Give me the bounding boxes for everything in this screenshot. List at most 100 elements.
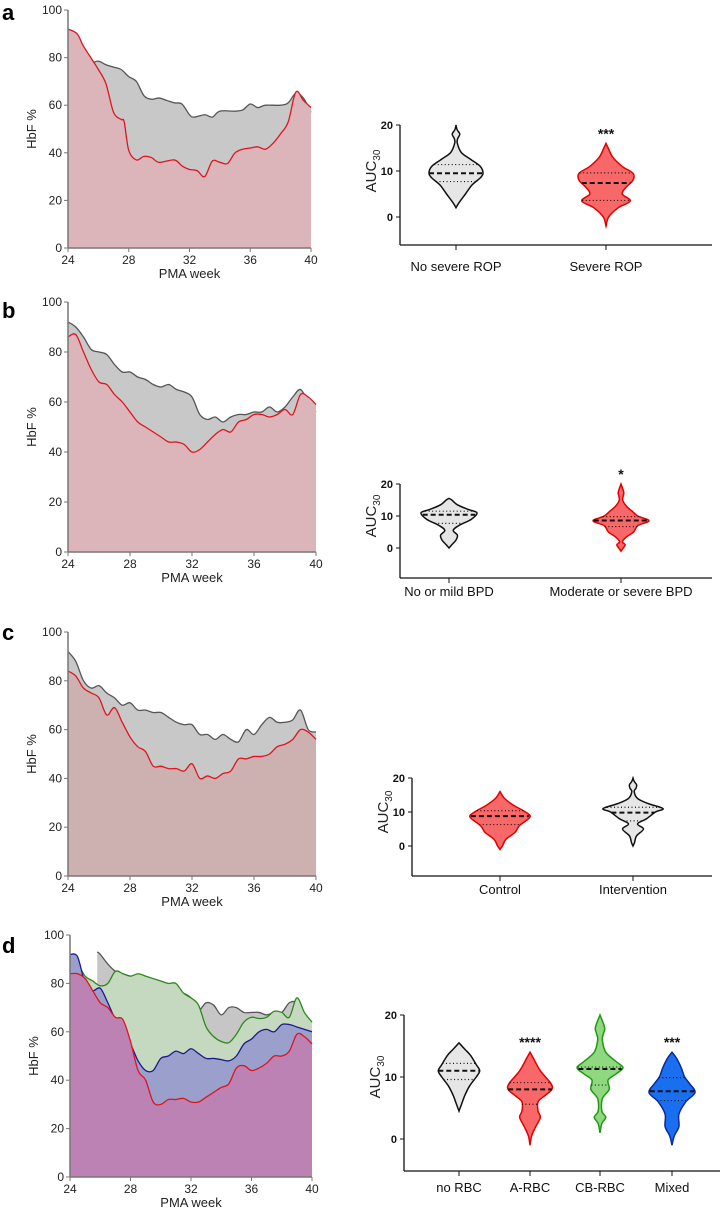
x-axis-label: PMA week xyxy=(161,894,223,909)
chart-a-area: 0 20 40 60 80 100 24 28 32 36 40 PMA week HbF % xyxy=(24,3,318,281)
category-label: no RBC xyxy=(436,1180,482,1195)
violin-severe-rop xyxy=(577,141,635,229)
x-tick-label: 36 xyxy=(244,253,258,267)
y-axis-label-subscript: 30 xyxy=(384,790,395,802)
violin-no-rbc xyxy=(437,1041,481,1114)
y-tick-label: 60 xyxy=(49,723,63,737)
series-line-mixed xyxy=(69,953,313,1073)
y-tick-label: 100 xyxy=(42,295,62,309)
y-axis-label: AUC30 xyxy=(375,790,395,833)
series-line-intervention xyxy=(67,651,317,743)
y-tick-label: 10 xyxy=(381,511,393,523)
y-tick-label: 20 xyxy=(393,773,405,785)
chart-d-violin: 0 10 20 AUC30 no RBC A-RBC **** CB-RBC Mixed *** xyxy=(367,1010,720,1195)
chart-c-violin: 0 10 20 AUC30 Control Intervention xyxy=(375,773,712,897)
violin-mixed xyxy=(648,1050,696,1146)
violin-cb-rbc xyxy=(576,1012,624,1133)
y-axis-label: HbF % xyxy=(24,407,39,447)
series-line-severe-rop xyxy=(67,28,312,178)
significance-stars: **** xyxy=(519,1034,541,1050)
y-tick-label: 100 xyxy=(44,928,64,942)
y-tick-label: 0 xyxy=(391,1134,397,1146)
y-tick-label: 80 xyxy=(49,345,63,359)
y-tick-label: 80 xyxy=(51,976,65,990)
category-label: Severe ROP xyxy=(570,259,643,274)
x-tick-label: 36 xyxy=(245,1182,259,1196)
y-tick-label: 0 xyxy=(399,841,405,853)
chart-c-area: 0 20 40 60 80 100 24 28 32 36 40 PMA week HbF % xyxy=(24,625,323,909)
y-tick-label: 40 xyxy=(51,1073,65,1087)
category-label: Intervention xyxy=(599,882,667,897)
y-tick-label: 40 xyxy=(49,146,63,160)
y-tick-label: 20 xyxy=(381,479,393,491)
x-tick-label: 24 xyxy=(61,253,75,267)
y-tick-label: 80 xyxy=(49,51,63,65)
significance-stars: *** xyxy=(664,1034,681,1050)
x-tick-label: 36 xyxy=(247,557,261,571)
y-tick-label: 20 xyxy=(51,1122,65,1136)
y-axis-label: HbF % xyxy=(24,734,39,774)
series-line-no-or-mild-bpd xyxy=(67,321,317,423)
x-tick-label: 24 xyxy=(61,557,75,571)
series-line-moderate-or-severe-bpd xyxy=(67,333,317,453)
y-tick-label: 40 xyxy=(49,771,63,785)
area-fill-moderate-or-severe-bpd xyxy=(68,333,316,552)
x-axis-label: PMA week xyxy=(161,570,223,585)
x-tick-label: 32 xyxy=(185,881,199,895)
y-tick-label: 60 xyxy=(49,98,63,112)
x-axis-label: PMA week xyxy=(160,1195,222,1210)
x-axis-label: PMA week xyxy=(159,266,221,281)
y-tick-label: 10 xyxy=(381,166,393,178)
y-tick-label: 0 xyxy=(387,543,393,555)
series-line-no-severe-rop xyxy=(67,40,312,118)
y-axis-label: HbF % xyxy=(24,109,39,149)
area-fill-control xyxy=(68,671,316,876)
x-tick-label: 24 xyxy=(61,881,75,895)
panel-letter-b: b xyxy=(2,298,15,323)
y-axis-label: HbF % xyxy=(26,1036,41,1076)
chart-b-area: 0 20 40 60 80 100 24 28 32 36 40 PMA week HbF % xyxy=(24,295,323,585)
x-tick-label: 40 xyxy=(305,1182,319,1196)
series-line-a-rbc xyxy=(69,972,313,1106)
y-tick-label: 0 xyxy=(387,212,393,224)
x-tick-label: 32 xyxy=(185,557,199,571)
panel-letter-d: d xyxy=(2,933,15,958)
x-tick-label: 40 xyxy=(309,557,323,571)
category-label: Moderate or severe BPD xyxy=(549,584,692,599)
category-label: CB-RBC xyxy=(575,1180,625,1195)
y-axis-label-main: AUC xyxy=(363,161,380,193)
violin-moderate-or-severe-bpd xyxy=(592,481,650,553)
y-tick-label: 100 xyxy=(42,625,62,639)
y-tick-label: 20 xyxy=(49,495,63,509)
violin-a-rbc xyxy=(506,1050,554,1146)
y-tick-label: 100 xyxy=(42,3,62,17)
y-axis-label-subscript: 30 xyxy=(372,149,383,161)
y-tick-label: 0 xyxy=(55,545,62,559)
series-line-control xyxy=(67,670,317,780)
x-tick-label: 32 xyxy=(184,1182,198,1196)
y-tick-label: 20 xyxy=(49,193,63,207)
y-tick-label: 20 xyxy=(385,1010,397,1022)
x-tick-label: 40 xyxy=(304,253,318,267)
y-tick-label: 20 xyxy=(49,820,63,834)
y-axis-label-main: AUC xyxy=(363,506,380,538)
x-tick-label: 28 xyxy=(123,557,137,571)
panel-letter-c: c xyxy=(2,620,14,645)
y-axis-label: AUC30 xyxy=(367,1055,387,1098)
category-label: No severe ROP xyxy=(410,259,501,274)
category-label: Mixed xyxy=(655,1180,690,1195)
x-tick-label: 28 xyxy=(124,1182,138,1196)
y-tick-label: 60 xyxy=(51,1025,65,1039)
chart-b-violin: 0 10 20 AUC30 No or mild BPD Moderate or seve… xyxy=(363,466,712,599)
area-fill-a-rbc xyxy=(70,973,312,1177)
chart-a-violin: 0 10 20 AUC30 No severe ROP Severe ROP *** xyxy=(363,120,712,274)
y-tick-label: 10 xyxy=(385,1072,397,1084)
y-axis-label: AUC30 xyxy=(363,149,383,192)
x-tick-label: 24 xyxy=(63,1182,77,1196)
x-tick-label: 28 xyxy=(123,881,137,895)
y-tick-label: 0 xyxy=(57,1170,64,1184)
x-tick-label: 36 xyxy=(247,881,261,895)
y-axis-label-main: AUC xyxy=(375,802,392,834)
category-label: A-RBC xyxy=(510,1180,550,1195)
